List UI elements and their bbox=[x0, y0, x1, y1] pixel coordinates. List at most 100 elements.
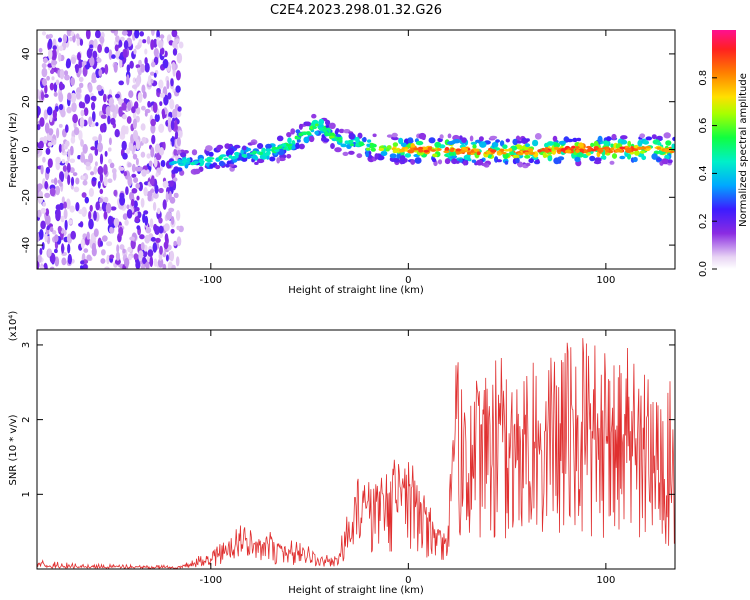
ridge-core bbox=[301, 131, 308, 136]
ridge-blob bbox=[589, 155, 596, 162]
ridge-blob bbox=[328, 122, 336, 129]
noise-blob bbox=[45, 147, 51, 155]
ridge-blob bbox=[218, 160, 225, 167]
noise-blob bbox=[58, 52, 62, 62]
ridge-blob bbox=[407, 149, 415, 154]
noise-blob bbox=[158, 40, 164, 49]
noise-blob bbox=[94, 147, 99, 156]
noise-blob bbox=[138, 38, 143, 45]
ridge-core bbox=[586, 148, 592, 152]
ridge-blob bbox=[558, 140, 567, 145]
noise-blob bbox=[91, 101, 96, 111]
noise-blob bbox=[71, 102, 77, 113]
noise-blob bbox=[149, 256, 154, 268]
noise-blob bbox=[101, 235, 108, 242]
colorbar-tick-label: 0.2 bbox=[698, 213, 709, 229]
noise-blob bbox=[51, 179, 55, 184]
noise-blob bbox=[69, 36, 73, 42]
noise-blob bbox=[78, 101, 84, 109]
noise-blob bbox=[49, 187, 56, 197]
ridge-core bbox=[455, 148, 462, 152]
noise-blob bbox=[174, 192, 179, 199]
noise-blob bbox=[41, 242, 45, 250]
noise-blob bbox=[159, 101, 163, 106]
noise-blob bbox=[135, 106, 141, 115]
noise-blob bbox=[54, 248, 58, 254]
snr-xtick-label: 100 bbox=[596, 575, 615, 586]
snr-panel: -100 0 100 1 2 3 Height of straight line (km)… bbox=[8, 311, 676, 596]
noise-blob bbox=[88, 153, 94, 164]
ridge-blob bbox=[205, 145, 213, 152]
ridge-blob bbox=[392, 142, 399, 147]
noise-blob bbox=[52, 109, 57, 120]
noise-blob bbox=[62, 33, 67, 44]
noise-blob bbox=[60, 109, 66, 118]
ridge-blob bbox=[298, 143, 305, 150]
ridge-blob bbox=[656, 157, 662, 162]
ridge-core bbox=[344, 140, 349, 144]
ridge-core bbox=[329, 135, 335, 139]
noise-blob bbox=[114, 44, 119, 52]
spectrogram-heatmap bbox=[37, 30, 675, 269]
noise-blob bbox=[168, 180, 174, 187]
ridge-blob bbox=[432, 153, 438, 158]
noise-blob bbox=[47, 142, 53, 147]
ridge-blob bbox=[233, 144, 241, 149]
noise-blob bbox=[107, 115, 111, 125]
noise-blob bbox=[67, 243, 71, 254]
noise-blob bbox=[118, 80, 124, 86]
noise-blob bbox=[104, 266, 110, 269]
noise-blob bbox=[133, 48, 137, 55]
ridge-blob bbox=[610, 143, 614, 148]
noise-blob bbox=[66, 30, 72, 37]
ridge-core bbox=[378, 147, 385, 152]
ridge-core bbox=[181, 160, 187, 164]
noise-blob bbox=[129, 236, 135, 241]
noise-blob bbox=[150, 188, 155, 193]
noise-blob bbox=[126, 116, 132, 124]
ridge-core bbox=[470, 149, 475, 153]
noise-blob bbox=[58, 104, 64, 111]
noise-blob bbox=[53, 177, 58, 186]
noise-blob bbox=[85, 161, 91, 167]
noise-blob bbox=[158, 225, 164, 234]
noise-blob bbox=[105, 106, 111, 116]
noise-blob bbox=[109, 162, 115, 169]
noise-blob bbox=[110, 117, 116, 125]
noise-blob bbox=[153, 72, 157, 78]
ridge-blob bbox=[330, 143, 335, 149]
ridge-blob bbox=[472, 144, 477, 149]
noise-blob bbox=[44, 214, 51, 226]
ridge-core bbox=[473, 148, 480, 153]
ridge-core bbox=[490, 149, 497, 153]
ridge-blob bbox=[225, 163, 230, 168]
noise-blob bbox=[163, 94, 169, 106]
noise-blob bbox=[144, 234, 150, 244]
noise-blob bbox=[39, 247, 43, 256]
ridge-blob bbox=[593, 160, 602, 165]
noise-blob bbox=[48, 38, 53, 49]
ridge-blob bbox=[525, 138, 530, 142]
ridge-core bbox=[427, 146, 432, 151]
ridge-blob bbox=[447, 133, 452, 139]
ridge-core bbox=[517, 152, 524, 156]
ridge-blob bbox=[479, 141, 487, 148]
noise-blob bbox=[37, 106, 41, 116]
noise-blob bbox=[135, 158, 139, 166]
ridge-blob bbox=[407, 139, 414, 144]
noise-blob bbox=[76, 38, 80, 47]
noise-blob bbox=[65, 198, 71, 210]
noise-blob bbox=[119, 196, 126, 206]
noise-blob bbox=[103, 176, 108, 187]
ridge-blob bbox=[439, 134, 444, 140]
figure-title: C2E4.2023.298.01.32.G26 bbox=[270, 3, 442, 18]
noise-blob bbox=[126, 148, 130, 155]
snr-series-line bbox=[37, 338, 675, 569]
ridge-blob bbox=[398, 137, 404, 145]
ridge-core bbox=[418, 149, 424, 153]
ridge-blob bbox=[209, 163, 214, 169]
noise-blob bbox=[72, 113, 78, 124]
noise-blob bbox=[44, 192, 51, 199]
ridge-blob bbox=[314, 130, 319, 135]
noise-blob bbox=[122, 152, 128, 160]
